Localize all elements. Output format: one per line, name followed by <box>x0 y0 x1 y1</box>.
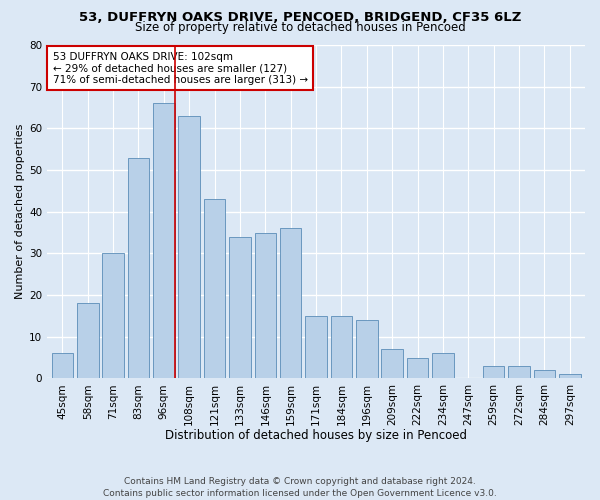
Bar <box>382 349 403 378</box>
Bar <box>128 158 149 378</box>
Bar <box>153 104 175 378</box>
Bar <box>331 316 352 378</box>
Bar <box>103 254 124 378</box>
Bar <box>204 199 226 378</box>
Text: 53, DUFFRYN OAKS DRIVE, PENCOED, BRIDGEND, CF35 6LZ: 53, DUFFRYN OAKS DRIVE, PENCOED, BRIDGEN… <box>79 11 521 24</box>
Bar <box>559 374 581 378</box>
Text: Size of property relative to detached houses in Pencoed: Size of property relative to detached ho… <box>134 21 466 34</box>
Bar <box>280 228 301 378</box>
Bar <box>178 116 200 378</box>
Text: Contains HM Land Registry data © Crown copyright and database right 2024.
Contai: Contains HM Land Registry data © Crown c… <box>103 476 497 498</box>
Text: 53 DUFFRYN OAKS DRIVE: 102sqm
← 29% of detached houses are smaller (127)
71% of : 53 DUFFRYN OAKS DRIVE: 102sqm ← 29% of d… <box>53 52 308 85</box>
Bar <box>77 304 98 378</box>
Bar <box>52 354 73 378</box>
Y-axis label: Number of detached properties: Number of detached properties <box>15 124 25 300</box>
Bar <box>508 366 530 378</box>
Bar <box>407 358 428 378</box>
Bar <box>432 354 454 378</box>
Bar <box>254 232 276 378</box>
Bar <box>533 370 555 378</box>
Bar <box>356 320 377 378</box>
Bar <box>483 366 505 378</box>
Bar <box>305 316 327 378</box>
X-axis label: Distribution of detached houses by size in Pencoed: Distribution of detached houses by size … <box>165 430 467 442</box>
Bar <box>229 236 251 378</box>
